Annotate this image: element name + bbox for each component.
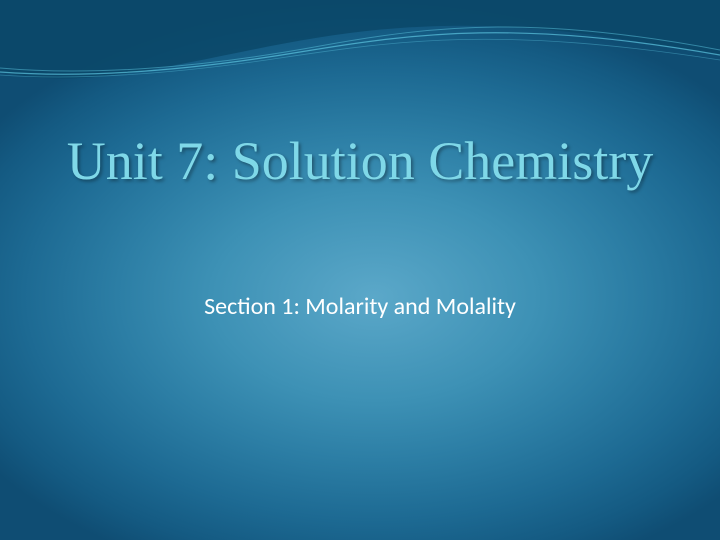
slide-subtitle: Section 1: Molarity and Molality	[0, 292, 720, 321]
wave-decoration	[0, 0, 720, 120]
wave-svg	[0, 0, 720, 120]
slide-title: Unit 7: Solution Chemistry	[0, 130, 720, 192]
presentation-slide: Unit 7: Solution Chemistry Section 1: Mo…	[0, 0, 720, 540]
